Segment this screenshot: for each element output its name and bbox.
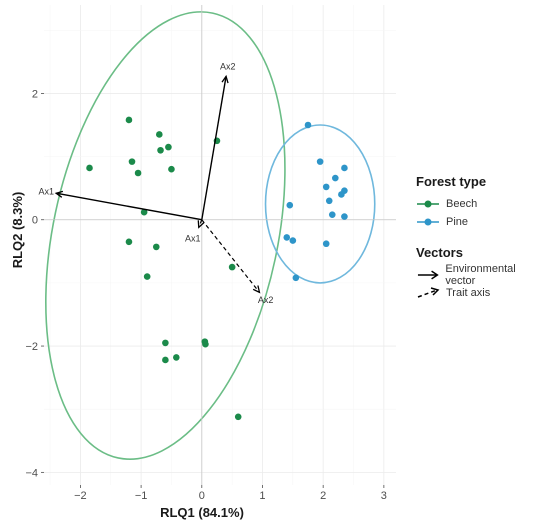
beech-key-icon	[417, 200, 439, 208]
pine-key-icon	[417, 218, 439, 226]
point-pine	[316, 158, 324, 165]
dashed-arrow-icon	[417, 287, 440, 298]
point-pine	[338, 191, 345, 198]
data-points	[86, 116, 348, 421]
legend-forest-title: Forest type	[416, 174, 487, 189]
legend-label-pine: Pine	[446, 216, 469, 228]
point-pine	[322, 240, 330, 248]
x-tick-label: 3	[381, 490, 387, 502]
legend-label-beech: Beech	[446, 198, 478, 210]
tick-labels: −2 −1 0 1 2 3 −4 −2 0 2	[25, 88, 386, 502]
x-axis-title: RLQ1 (84.1%)	[160, 505, 244, 520]
point-pine	[325, 197, 333, 205]
x-tick-label: −1	[135, 490, 148, 502]
point-beech	[168, 165, 175, 173]
point-beech	[202, 340, 209, 348]
point-beech	[128, 158, 136, 165]
point-pine	[286, 201, 294, 209]
environmental-vector-ax2-head	[221, 74, 229, 84]
y-tick-label: 0	[32, 215, 38, 227]
legend-item-beech: Beech	[416, 195, 546, 213]
environmental-vector-ax2	[201, 76, 227, 220]
vectors: Ax1 Ax2 Ax1 Ax2	[39, 62, 274, 306]
x-tick-label: 0	[199, 490, 205, 502]
legend-item-trait: Trait axis	[416, 284, 546, 302]
environmental-vector-ax1	[56, 192, 202, 221]
trait-vector-ax1-head	[197, 220, 205, 229]
legend-forest-type: Forest type Beech Pine	[416, 174, 546, 231]
point-pine	[328, 211, 336, 218]
point-beech	[157, 146, 164, 154]
trait-vector-ax2	[201, 219, 260, 293]
point-pine	[332, 174, 339, 182]
point-beech	[134, 169, 142, 177]
grid-lines	[44, 5, 396, 485]
legend-vectors-title: Vectors	[416, 245, 463, 260]
legend-item-pine: Pine	[416, 213, 546, 231]
group-ellipses	[45, 11, 376, 460]
legend-label-environmental: Environmental vector	[445, 263, 516, 287]
x-tick-label: 2	[320, 490, 326, 502]
point-beech	[86, 164, 93, 172]
legend-vectors: Vectors Environmental vector Trait axis	[416, 245, 546, 302]
point-beech	[143, 273, 151, 280]
point-beech	[156, 131, 163, 138]
point-beech	[162, 356, 169, 364]
x-tick-label: 1	[259, 490, 265, 502]
point-pine	[322, 183, 330, 191]
environmental-vector-ax2-label: Ax2	[220, 62, 236, 72]
zero-lines	[44, 5, 396, 485]
environmental-vector-ax1-head	[54, 190, 64, 198]
environmental-vector-ax1-label: Ax1	[39, 186, 55, 196]
point-beech	[162, 339, 169, 347]
trait-vector-ax1	[198, 219, 203, 228]
point-beech	[125, 116, 133, 124]
y-axis-title: RLQ2 (8.3%)	[10, 192, 25, 269]
point-beech	[152, 243, 160, 251]
y-tick-label: 2	[32, 88, 38, 100]
ellipse-pine	[264, 124, 376, 284]
y-tick-label: −4	[25, 467, 38, 479]
legend-item-environmental: Environmental vector	[416, 263, 546, 287]
y-tick-label: −2	[25, 341, 38, 353]
point-pine	[341, 213, 348, 220]
legend: Forest type Beech Pine Vectors Environme…	[416, 174, 546, 316]
trait-vector-ax1-label: Ax1	[185, 233, 201, 243]
point-pine	[292, 274, 300, 282]
point-beech	[228, 263, 236, 271]
point-beech	[165, 143, 172, 151]
point-pine	[341, 164, 348, 172]
legend-label-trait: Trait axis	[446, 287, 491, 299]
ellipse-beech	[45, 11, 286, 460]
solid-arrow-icon	[417, 270, 439, 280]
point-beech	[140, 208, 148, 216]
point-pine	[283, 234, 291, 241]
point-beech	[234, 413, 242, 421]
trait-vector-ax2-head	[252, 285, 261, 294]
point-beech	[173, 354, 180, 361]
point-beech	[125, 238, 133, 246]
trait-vector-ax2-label: Ax2	[258, 295, 274, 305]
point-pine	[304, 121, 312, 129]
x-tick-label: −2	[74, 490, 87, 502]
point-pine	[289, 237, 297, 244]
